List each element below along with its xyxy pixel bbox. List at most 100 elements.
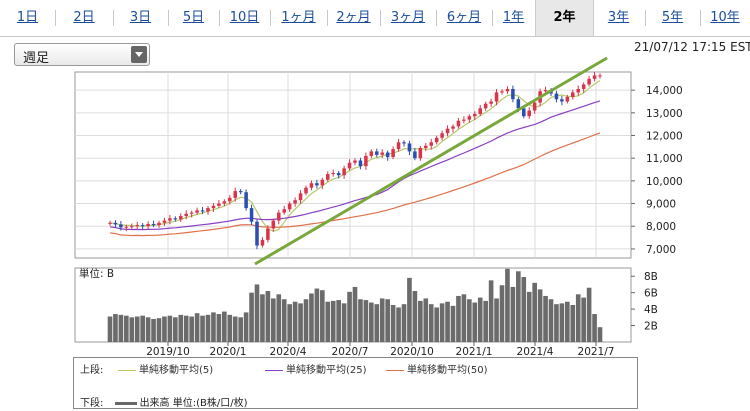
time-tick-label: 2021/1 [456, 346, 493, 358]
tab-13[interactable]: 5年 [661, 10, 684, 25]
tab-2[interactable]: 2日 [73, 10, 95, 25]
volume-bar [145, 317, 151, 342]
candle-body [179, 216, 183, 220]
period-select-value: 週足 [23, 51, 50, 66]
candle-body [233, 191, 237, 198]
volume-tick-label: 2B [644, 321, 658, 333]
candle-body [424, 145, 428, 148]
tab-12[interactable]: 3年 [607, 10, 630, 25]
candle-body [434, 137, 439, 143]
legend-upper-row: 上段: [80, 361, 103, 376]
legend-lower-row: 下段: 出来高 単位:(B株/口/枚) [80, 394, 248, 409]
candle-body [456, 120, 461, 127]
volume-bar [570, 305, 576, 342]
tab-separator [327, 10, 328, 26]
volume-bar [216, 314, 222, 342]
candle-body [598, 75, 602, 77]
volume-bar [439, 303, 445, 342]
volume-bar [554, 304, 559, 342]
volume-bar [581, 297, 586, 342]
period-select[interactable]: 週足 [14, 43, 150, 66]
candle-body [543, 90, 548, 92]
tab-6[interactable]: 1ヶ月 [281, 10, 316, 25]
chevron-down-icon[interactable] [131, 46, 147, 63]
volume-bar [222, 311, 227, 342]
volume-bar [575, 294, 581, 342]
volume-bar [586, 287, 592, 342]
volume-bar [597, 327, 603, 342]
tab-separator [113, 10, 114, 26]
volume-bar [461, 294, 467, 342]
volume-bar [271, 298, 276, 342]
price-tick-label: 14,000 [646, 85, 683, 97]
candle-body [358, 160, 363, 167]
legend-volume-item: 出来高 単位:(B株/口/枚) [114, 398, 248, 409]
volume-bar [298, 303, 303, 342]
volume-bar [516, 271, 521, 342]
tab-separator [380, 10, 381, 26]
candle-body [407, 143, 412, 152]
tab-4[interactable]: 5日 [182, 10, 205, 25]
candle-body [451, 126, 455, 129]
volume-bar [510, 286, 516, 342]
time-tick-label: 2019/10 [146, 346, 190, 358]
tab-separator [645, 10, 646, 26]
chart-timestamp: 21/07/12 17:15 EST [634, 40, 750, 54]
candle-body [375, 151, 379, 155]
tab-8[interactable]: 3ヶ月 [390, 10, 426, 25]
candle-body [516, 99, 521, 109]
volume-bar [281, 299, 287, 342]
volume-bar [162, 316, 167, 342]
candle-body [119, 224, 123, 228]
trendline [254, 56, 608, 266]
legend-volume-label: 出来高 単位:(B株/口/枚) [139, 398, 248, 409]
candle-body [200, 210, 205, 212]
tab-9[interactable]: 6ヶ月 [446, 10, 482, 25]
candle-body [342, 168, 346, 176]
candle-body [511, 89, 515, 100]
volume-bar [559, 303, 565, 342]
candle-body [500, 91, 504, 93]
volume-bar [352, 286, 358, 342]
price-tick-label: 8,000 [646, 221, 676, 233]
candle-body [146, 223, 150, 227]
tab-7[interactable]: 2ヶ月 [336, 10, 371, 25]
candle-body [217, 203, 221, 206]
candle-body [592, 75, 597, 79]
tab-10[interactable]: 1年 [502, 10, 525, 25]
volume-bar [543, 295, 548, 342]
stock-chart: 14,000 13,000 12,000 11,000 10,000 9,000 8,000… [74, 56, 683, 358]
tab-1[interactable]: 1日 [16, 10, 39, 25]
volume-bar [428, 304, 434, 342]
candle-body [413, 151, 417, 159]
tab-5[interactable]: 10日 [229, 10, 260, 25]
candle-body [326, 174, 330, 180]
price-tick-label: 12,000 [646, 131, 683, 143]
candle-body [364, 155, 368, 167]
tab-11[interactable]: 2年 [535, 0, 594, 36]
volume-bar [592, 314, 597, 342]
volume-bar [211, 312, 216, 342]
tab-3[interactable]: 3日 [129, 10, 152, 25]
volume-bar [396, 307, 401, 342]
legend-upper-label: 上段: [80, 365, 104, 376]
volume-bar [505, 268, 510, 342]
candle-body [304, 187, 308, 194]
period-tab-bar: 1日 2日 3日 5日 10日 1ヶ月 2ヶ月 3ヶ月 6ヶ月 1年 2年 3年 5年 10年 [0, 0, 750, 37]
candle-body [173, 218, 178, 220]
candle-body [244, 192, 248, 209]
volume-bar [494, 298, 499, 342]
legend-ma-label: 単純移動平均(5) [139, 365, 214, 376]
tab-14[interactable]: 10年 [710, 10, 740, 25]
time-tick-label: 2020/7 [332, 346, 369, 358]
candle-body [113, 222, 118, 225]
candle-body [576, 89, 580, 93]
candle-body [478, 108, 482, 114]
candle-body [315, 183, 319, 186]
legend-ma-item: 単純移動平均(50) [386, 361, 488, 376]
volume-bar [205, 314, 211, 342]
candle-body [130, 226, 134, 228]
candle-body [124, 226, 129, 228]
volume-bar [238, 317, 243, 342]
legend-ma-label: 単純移動平均(50) [407, 365, 488, 376]
